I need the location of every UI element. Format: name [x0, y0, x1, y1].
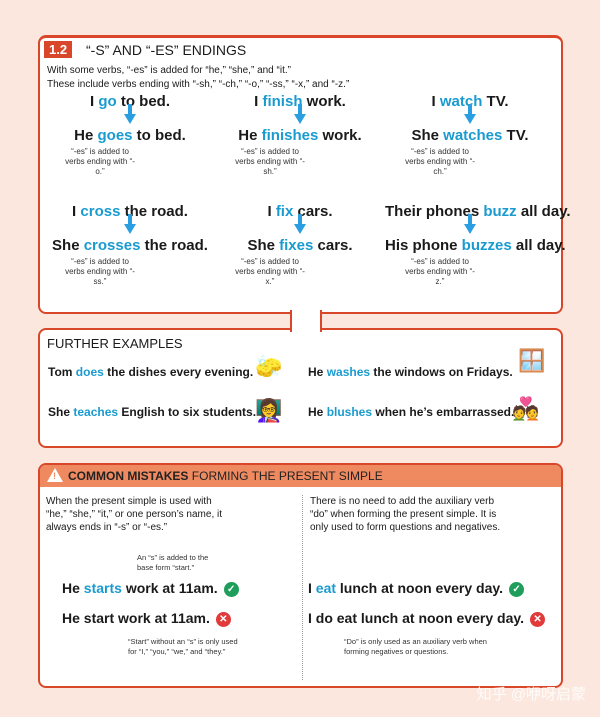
right-wrong-sentence: I do eat lunch at noon every day. ✕	[308, 610, 546, 627]
base-sentence: Their phones buzz all day.	[385, 203, 571, 220]
section-title: “-S” AND “-ES” ENDINGS	[86, 42, 247, 58]
down-arrow-icon	[294, 104, 306, 124]
base-sentence: I go to bed.	[90, 93, 170, 110]
base-sentence: I fix cars.	[267, 203, 333, 220]
example-pair: I fix cars. She fixes cars. “-es” is added…	[215, 203, 385, 287]
ending-note: “-es” is added to verbs ending with “-ch…	[405, 147, 475, 176]
example-pair: Their phones buzz all day. His phone buzz…	[385, 203, 571, 287]
example-pair: I go to bed. He goes to bed. “-es” is adde…	[45, 93, 215, 177]
further-example: He blushes when he’s embarrassed.	[308, 405, 515, 419]
intro-line: These include verbs ending with “-sh,” “…	[47, 79, 350, 90]
third-sentence: She watches TV.	[411, 127, 529, 144]
third-sentence: He goes to bed.	[74, 127, 186, 144]
cross-icon: ✕	[215, 611, 231, 627]
third-sentence: She fixes cars.	[247, 237, 353, 254]
right-correct-sentence: I eat lunch at noon every day. ✓	[308, 580, 525, 597]
warning-icon: !	[47, 468, 63, 482]
watermark: 知乎 @咿呀启蒙	[476, 686, 586, 703]
teacher-icon: 👩‍🏫	[255, 398, 283, 423]
column-divider	[302, 495, 303, 680]
panel-connector	[290, 310, 322, 332]
check-icon: ✓	[223, 581, 239, 597]
dishwashing-icon: 🧽	[255, 354, 283, 379]
down-arrow-icon	[124, 104, 136, 124]
further-examples-panel: FURTHER EXAMPLES Tom does the dishes eve…	[38, 328, 563, 448]
further-example: She teaches English to six students.	[48, 405, 257, 419]
ending-note: “-es” is added to verbs ending with “-x.…	[235, 257, 305, 286]
further-examples-title: FURTHER EXAMPLES	[47, 336, 183, 351]
right-explanation: There is no need to add the auxiliary ve…	[310, 496, 501, 533]
down-arrow-icon	[464, 214, 476, 234]
left-top-note: An “s” is added to the base form “start.…	[137, 553, 209, 572]
down-arrow-icon	[124, 214, 136, 234]
third-sentence: She crosses the road.	[52, 237, 208, 254]
further-example: Tom does the dishes every evening.	[48, 365, 254, 379]
window-washing-icon: 🪟	[518, 348, 546, 373]
third-sentence: His phone buzzes all day.	[385, 237, 566, 254]
left-correct-sentence: He starts work at 11am. ✓	[62, 580, 239, 597]
down-arrow-icon	[464, 104, 476, 124]
check-icon: ✓	[509, 581, 525, 597]
example-pair: I finish work. He finishes work. “-es” is …	[215, 93, 385, 177]
common-mistakes-header: ! COMMON MISTAKES FORMING THE PRESENT SI…	[40, 465, 561, 487]
down-arrow-icon	[294, 214, 306, 234]
ending-note: “-es” is added to verbs ending with “-sh…	[235, 147, 305, 176]
ending-note: “-es” is added to verbs ending with “-o.…	[65, 147, 135, 176]
left-explanation: When the present simple is used with “he…	[46, 496, 222, 533]
ending-note: “-es” is added to verbs ending with “-ss…	[65, 257, 135, 286]
couple-heart-icon: 💑	[512, 396, 540, 421]
section-intro: With some verbs, “-es” is added for “he,…	[47, 64, 349, 92]
example-pair: I watch TV. She watches TV. “-es” is added…	[385, 93, 555, 177]
base-sentence: I finish work.	[254, 93, 346, 110]
intro-line: With some verbs, “-es” is added for “he,…	[47, 65, 291, 76]
base-sentence: I cross the road.	[72, 203, 188, 220]
third-sentence: He finishes work.	[238, 127, 362, 144]
endings-panel: 1.2 “-S” AND “-ES” ENDINGS With some ver…	[38, 35, 571, 314]
example-pair: I cross the road. She crosses the road. “-…	[45, 203, 215, 287]
left-wrong-sentence: He start work at 11am. ✕	[62, 610, 231, 627]
further-example: He washes the windows on Fridays.	[308, 365, 513, 379]
ending-note: “-es” is added to verbs ending with “-z.…	[405, 257, 475, 286]
left-bottom-note: “Start” without an “s” is only used for …	[128, 637, 238, 656]
right-bottom-note: “Do” is only used as an auxiliary verb w…	[344, 637, 487, 656]
header-rest: FORMING THE PRESENT SIMPLE	[188, 469, 383, 483]
cross-icon: ✕	[530, 611, 546, 627]
common-mistakes-panel: ! COMMON MISTAKES FORMING THE PRESENT SI…	[38, 463, 563, 688]
header-bold: COMMON MISTAKES	[68, 469, 189, 483]
section-number: 1.2	[44, 41, 73, 58]
